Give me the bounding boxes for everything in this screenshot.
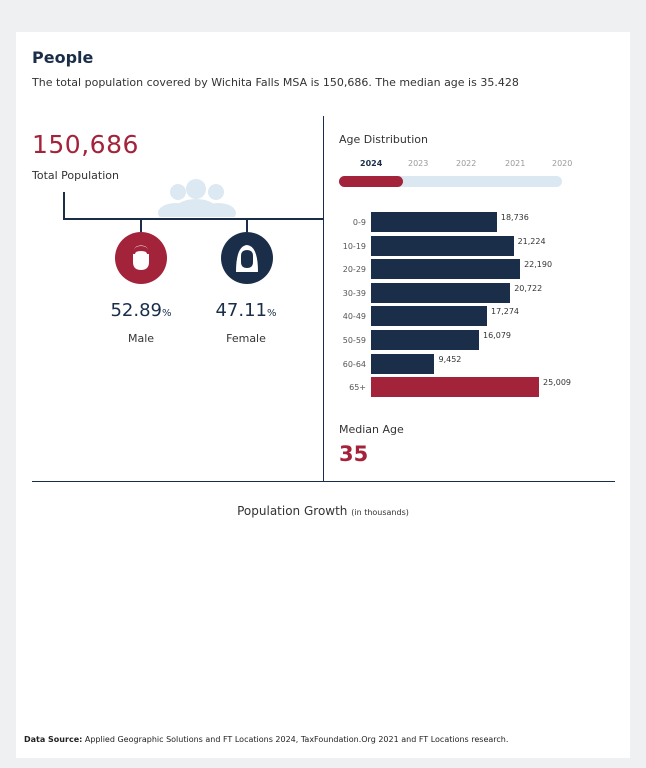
age-category-label: 10-19 xyxy=(342,241,366,251)
age-bar xyxy=(371,353,435,374)
age-category-label: 30-39 xyxy=(342,288,366,298)
female-pct-unit: % xyxy=(267,308,277,319)
age-bar xyxy=(371,306,488,327)
male-pct-value: 52.89 xyxy=(110,300,162,321)
age-bar xyxy=(371,330,479,350)
section-subtitle: The total population covered by Wichita … xyxy=(32,76,519,89)
total-population-label: Total Population xyxy=(32,169,119,182)
age-category-label: 0-9 xyxy=(352,218,366,227)
age-category-label: 65+ xyxy=(349,383,366,393)
horizontal-divider xyxy=(32,481,615,482)
growth-title-text: Population Growth xyxy=(237,504,348,518)
age-value-label: 9,452 xyxy=(438,354,462,364)
data-source: Data Source: Applied Geographic Solution… xyxy=(24,735,508,744)
section-title: People xyxy=(32,48,94,67)
male-label: Male xyxy=(127,332,155,345)
tree-left-vertical xyxy=(63,192,65,219)
male-avatar xyxy=(115,232,167,284)
year-tab-2022[interactable]: 2022 xyxy=(456,159,477,168)
tree-horizontal xyxy=(63,218,323,220)
male-pct-unit: % xyxy=(162,308,172,319)
female-label: Female xyxy=(226,332,266,345)
age-category-label: 20-29 xyxy=(342,265,366,275)
age-bar xyxy=(371,259,521,280)
age-bar xyxy=(371,377,539,398)
age-category-label: 40-49 xyxy=(342,312,366,322)
year-slider-thumb[interactable] xyxy=(339,176,403,187)
tree-male-drop xyxy=(140,218,142,232)
age-value-label: 21,224 xyxy=(517,236,546,246)
female-pct-value: 47.11 xyxy=(215,300,267,321)
age-value-label: 22,190 xyxy=(524,260,553,270)
data-source-text: Applied Geographic Solutions and FT Loca… xyxy=(84,735,509,744)
female-avatar xyxy=(221,232,273,284)
year-tab-2020[interactable]: 2020 xyxy=(552,159,573,168)
female-head-icon xyxy=(236,245,258,272)
age-distribution-title: Age Distribution xyxy=(339,133,428,146)
age-value-label: 20,722 xyxy=(514,283,543,293)
vertical-divider xyxy=(323,116,324,482)
age-category-label: 60-64 xyxy=(342,359,366,369)
male-head-icon xyxy=(132,244,150,270)
people-card: People The total population covered by W… xyxy=(16,32,630,758)
data-source-label: Data Source: xyxy=(24,735,83,744)
year-tab-2021[interactable]: 2021 xyxy=(505,159,526,168)
year-tab-2023[interactable]: 2023 xyxy=(408,159,429,168)
male-percentage: 52.89% xyxy=(101,300,181,321)
tree-female-drop xyxy=(246,218,248,232)
age-value-label: 16,079 xyxy=(483,331,511,340)
year-slider[interactable] xyxy=(339,176,562,187)
age-value-label: 18,736 xyxy=(500,213,529,222)
age-category-label: 50-59 xyxy=(342,336,366,345)
year-tab-2024[interactable]: 2024 xyxy=(360,159,383,168)
people-group-icon xyxy=(158,179,236,217)
female-percentage: 47.11% xyxy=(206,300,286,321)
age-value-label: 17,274 xyxy=(491,307,520,317)
median-age-label: Median Age xyxy=(339,423,404,436)
age-bar xyxy=(371,235,514,256)
median-age-value: 35 xyxy=(339,442,369,466)
population-growth-title: Population Growth (in thousands) xyxy=(16,504,630,518)
total-population-value: 150,686 xyxy=(32,130,139,159)
growth-title-unit: (in thousands) xyxy=(351,508,409,517)
age-bar xyxy=(371,282,511,303)
age-value-label: 25,009 xyxy=(543,378,571,388)
age-bar xyxy=(371,212,497,232)
